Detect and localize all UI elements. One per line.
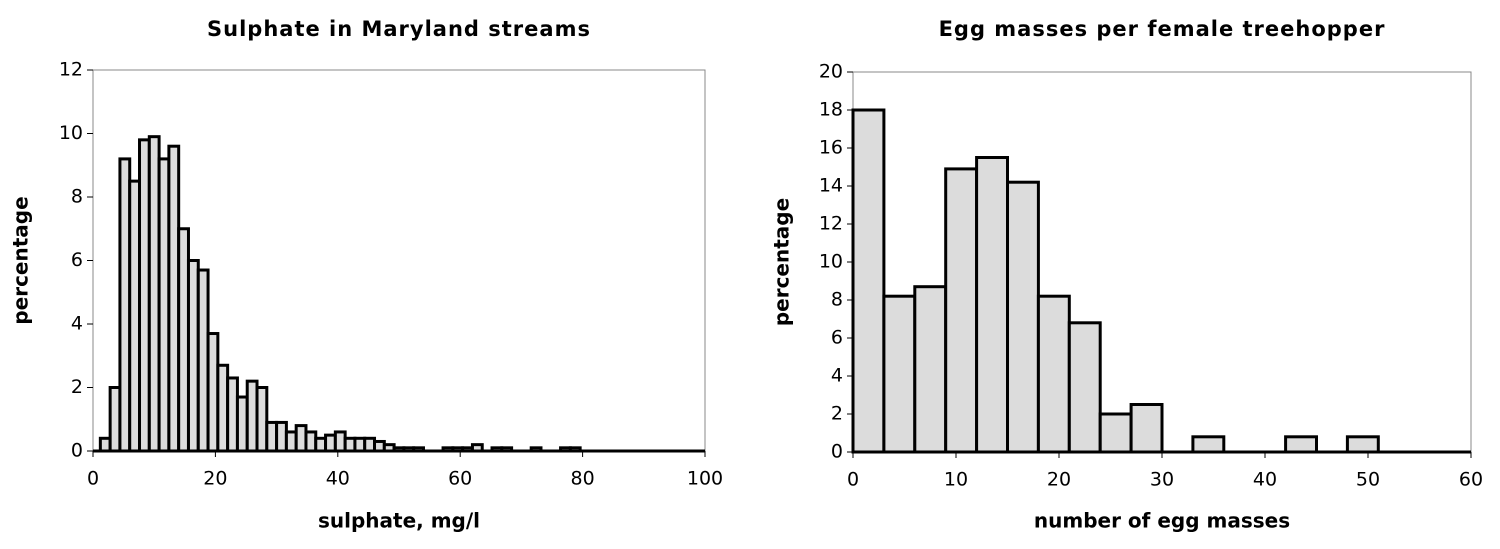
- histogram-bar: [1191, 435, 1226, 454]
- y-tick-label: 10: [59, 122, 83, 144]
- y-tick-label: 8: [71, 186, 83, 208]
- histogram-bar: [1284, 435, 1318, 454]
- x-tick-label: 50: [1356, 469, 1380, 491]
- y-tick-label: 10: [819, 251, 843, 273]
- y-tick-label: 6: [71, 249, 83, 271]
- histogram-bar: [975, 156, 1009, 454]
- histogram-bar: [882, 294, 917, 454]
- histogram-bar: [1345, 435, 1380, 454]
- x-tick-label: 20: [1047, 469, 1071, 491]
- x-tick-label: 30: [1150, 469, 1174, 491]
- x-tick-label: 60: [1459, 469, 1483, 491]
- histogram-bar: [1067, 321, 1102, 454]
- y-axis-label: percentage: [9, 196, 33, 324]
- x-tick-label: 0: [87, 468, 99, 490]
- x-axis-label: number of egg masses: [1034, 509, 1290, 533]
- chart-title: Sulphate in Maryland streams: [207, 17, 591, 41]
- x-tick-label: 60: [448, 468, 472, 490]
- x-axis-label: sulphate, mg/l: [318, 509, 480, 533]
- y-tick-label: 0: [71, 440, 83, 462]
- x-tick-label: 10: [944, 469, 968, 491]
- y-tick-label: 2: [71, 376, 83, 398]
- y-tick-label: 14: [819, 175, 843, 197]
- y-tick-label: 12: [59, 59, 83, 81]
- y-tick-label: 18: [819, 99, 843, 121]
- y-tick-label: 8: [831, 289, 843, 311]
- y-tick-label: 2: [831, 403, 843, 425]
- histogram-bar: [1129, 403, 1164, 454]
- x-tick-label: 40: [1253, 469, 1277, 491]
- histogram-bar: [851, 108, 886, 454]
- histogram-bar: [913, 285, 948, 454]
- x-tick-label: 100: [687, 468, 723, 490]
- y-tick-label: 4: [71, 313, 83, 335]
- histogram-bar: [1036, 294, 1071, 454]
- x-tick-label: 0: [847, 469, 859, 491]
- histogram-bar: [1098, 412, 1133, 454]
- y-axis-label: percentage: [770, 198, 794, 326]
- y-tick-label: 16: [819, 137, 843, 159]
- y-tick-label: 6: [831, 327, 843, 349]
- x-tick-label: 20: [203, 468, 227, 490]
- y-tick-label: 20: [819, 61, 843, 83]
- y-tick-label: 0: [831, 441, 843, 463]
- y-tick-label: 12: [819, 213, 843, 235]
- histogram-bar: [944, 167, 979, 454]
- y-tick-label: 4: [831, 365, 843, 387]
- histogram-bar: [1006, 180, 1040, 454]
- x-tick-label: 80: [571, 468, 595, 490]
- chart-title: Egg masses per female treehopper: [939, 17, 1386, 41]
- x-tick-label: 40: [326, 468, 350, 490]
